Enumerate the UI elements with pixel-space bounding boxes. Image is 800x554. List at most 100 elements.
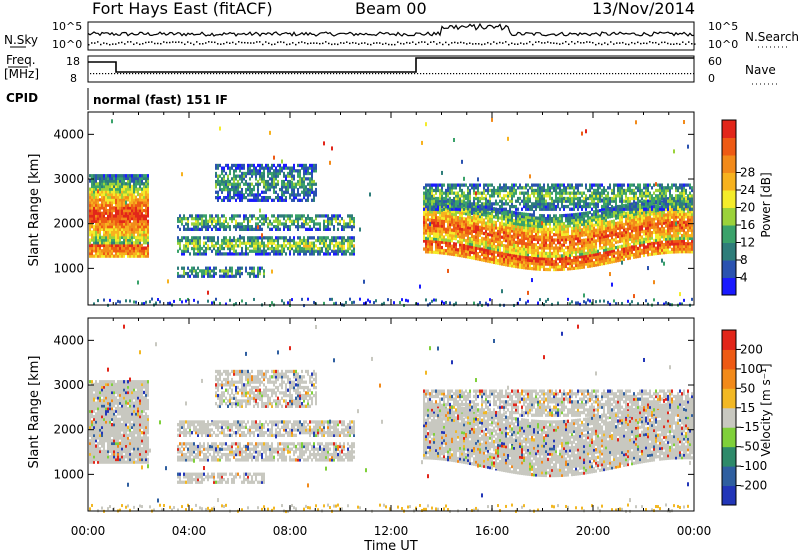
echo-cell — [493, 258, 495, 262]
echo-cell — [201, 227, 203, 231]
echo-cell — [255, 195, 257, 200]
nsearch-dot — [538, 41, 540, 43]
echo-cell — [221, 169, 223, 173]
echo-cell — [467, 220, 469, 224]
echo-cell — [261, 195, 263, 200]
echo-cell — [561, 235, 563, 239]
echo-cell — [307, 169, 309, 173]
nave-dot — [132, 73, 134, 75]
echo-cell — [295, 185, 297, 189]
echo-cell — [505, 236, 507, 240]
echo-cell — [323, 225, 325, 229]
echo-cell — [347, 246, 349, 251]
echo-cell — [227, 222, 229, 226]
echo-cell — [449, 233, 451, 237]
echo-cell — [193, 244, 195, 248]
echo-cell — [445, 300, 447, 304]
echo-cell — [541, 224, 543, 229]
echo-cell — [485, 188, 487, 193]
echo-cell — [303, 174, 305, 178]
echo-cell — [129, 233, 131, 237]
echo-cell — [179, 246, 181, 251]
echo-cell — [349, 236, 351, 240]
echo-cell — [471, 229, 473, 233]
echo-cell — [251, 174, 253, 178]
echo-cell — [249, 236, 251, 240]
echo-cell — [225, 187, 227, 192]
echo-cell — [113, 254, 115, 258]
echo-cell — [199, 252, 201, 256]
nave-dot — [210, 73, 212, 75]
nave-dot — [402, 73, 404, 75]
echo-cell — [471, 221, 473, 225]
echo-cell — [567, 183, 569, 187]
echo-cell — [189, 214, 191, 218]
echo-cell — [477, 202, 479, 206]
echo-cell — [491, 252, 493, 256]
echo-cell — [517, 301, 519, 305]
echo-cell — [565, 251, 567, 255]
echo-cell — [527, 266, 529, 270]
nsearch-dot — [169, 41, 171, 44]
echo-cell — [211, 222, 213, 226]
echo-cell — [245, 269, 247, 273]
echo-cell — [313, 166, 315, 170]
echo-cell — [273, 163, 275, 168]
nsearch-dot — [415, 43, 417, 46]
echo-cell — [337, 236, 339, 240]
nsearch-dot — [589, 41, 591, 43]
echo-cell — [491, 212, 493, 216]
echo-cell — [91, 254, 93, 258]
echo-cell — [517, 222, 519, 226]
echo-cell — [121, 192, 123, 197]
echo-cell — [441, 199, 443, 203]
echo-cell — [331, 222, 333, 226]
echo-cell — [435, 231, 437, 236]
echo-cell — [515, 243, 517, 247]
echo-cell — [311, 166, 313, 170]
echo-cell — [431, 186, 433, 190]
echo-cell — [527, 199, 529, 203]
echo-cell — [185, 244, 187, 248]
echo-cell — [557, 183, 559, 187]
echo-cell — [539, 207, 541, 211]
echo-cell — [109, 230, 111, 234]
echo-cell — [235, 182, 237, 186]
echo-cell — [137, 198, 139, 202]
echo-cell — [571, 229, 573, 233]
echo-cell — [463, 227, 465, 232]
echo-cell — [127, 219, 129, 223]
echo-cell — [253, 169, 255, 173]
echo-cell — [103, 179, 105, 183]
echo-cell — [127, 238, 129, 242]
echo-cell — [531, 213, 533, 217]
echo-cell — [431, 250, 433, 254]
echo-cell — [215, 271, 217, 276]
echo-cell — [203, 222, 205, 226]
echo-cell — [115, 176, 117, 181]
echo-cell — [539, 222, 541, 226]
echo-cell — [271, 163, 273, 168]
echo-cell — [295, 216, 297, 221]
echo-cell — [123, 246, 125, 250]
echo-cell — [135, 227, 137, 231]
echo-cell — [113, 182, 115, 186]
echo-cell — [433, 196, 435, 201]
nsearch-dot — [349, 42, 351, 45]
echo-cell — [577, 247, 579, 251]
echo-cell — [229, 182, 231, 186]
echo-cell — [253, 171, 255, 176]
echo-cell — [147, 192, 149, 197]
echo-cell — [113, 243, 115, 248]
echo-cell — [441, 300, 443, 304]
nave-dot — [603, 73, 605, 75]
echo-cell — [473, 199, 475, 203]
echo-cell — [441, 186, 443, 190]
echo-cell — [487, 243, 489, 247]
echo-cell — [285, 185, 287, 189]
echo-cell — [99, 254, 101, 258]
echo-cell — [329, 227, 331, 231]
echo-cell — [127, 206, 129, 210]
echo-cell — [233, 169, 235, 173]
echo-cell — [109, 233, 111, 237]
